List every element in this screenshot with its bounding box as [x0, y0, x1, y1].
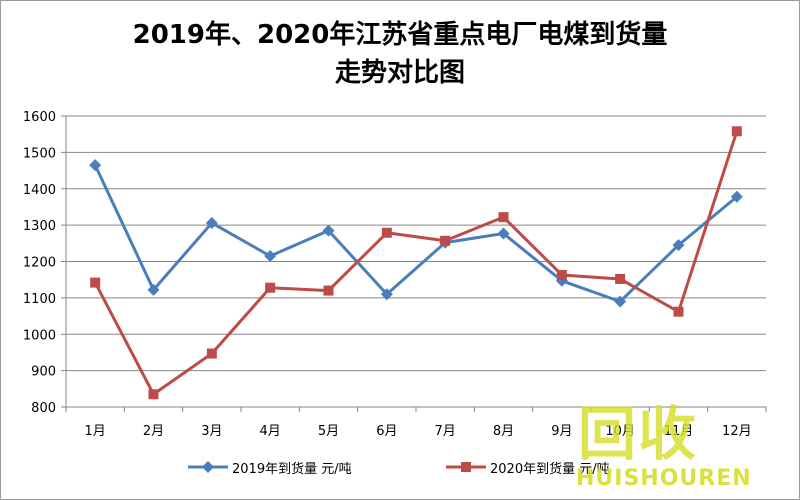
legend-item-2020: 2020年到货量 元/吨	[446, 455, 610, 479]
y-tick-label-900: 900	[31, 365, 56, 380]
y-tick-label-1100: 1100	[23, 292, 56, 307]
legend-label-2019: 2019年到货量 元/吨	[232, 461, 352, 477]
point-s2-3	[206, 348, 217, 359]
point-s2-12	[731, 126, 742, 137]
point-s2-8	[498, 212, 509, 223]
legend: 2019年到货量 元/吨 2020年到货量 元/吨	[0, 455, 800, 479]
point-s1-5	[322, 224, 335, 237]
point-s2-6	[381, 227, 392, 238]
y-tick-label-1000: 1000	[23, 328, 56, 343]
y-tick-label-1400: 1400	[23, 183, 56, 198]
point-s1-11	[672, 239, 685, 252]
point-s1-6	[380, 288, 393, 301]
point-s1-4	[264, 250, 277, 263]
x-axis-ticks: 1月 2月 3月 4月 5月 6月 7月 8月 9月 10月 11月 12月	[85, 424, 752, 439]
x-tick-label-1: 1月	[85, 424, 106, 439]
legend-label-2020: 2020年到货量 元/吨	[490, 461, 610, 477]
x-tick-label-7: 7月	[435, 424, 456, 439]
point-s2-11	[673, 306, 684, 317]
point-s2-2	[148, 389, 159, 400]
x-tick-label-10: 10月	[605, 424, 635, 439]
y-tick-label-800: 800	[31, 401, 56, 416]
x-tick-label-11: 11月	[664, 424, 694, 439]
watermark-cn: 回收	[578, 400, 699, 468]
x-tick-label-2: 2月	[143, 424, 164, 439]
y-tick-label-1600: 1600	[23, 110, 56, 125]
x-tick-label-5: 5月	[318, 424, 339, 439]
point-s2-9	[556, 269, 567, 280]
y-axis-ticks: 800 900 1000 1100 1200 1300 1400 1500 1600	[23, 110, 56, 416]
chart-subtitle: 走势对比图	[334, 58, 465, 88]
point-s2-4	[265, 282, 276, 293]
x-tick-label-9: 9月	[551, 424, 572, 439]
x-tick-label-3: 3月	[201, 424, 222, 439]
watermark-en: HUISHOUREN	[576, 466, 752, 491]
y-tick-label-1200: 1200	[23, 256, 56, 271]
gridlines	[61, 115, 767, 412]
y-tick-label-1300: 1300	[23, 219, 56, 234]
point-s2-7	[440, 235, 451, 246]
legend-marker-2019	[188, 461, 228, 473]
series-group	[89, 126, 743, 400]
point-s1-1	[89, 159, 102, 172]
x-tick-label-12: 12月	[722, 424, 752, 439]
legend-marker-2020	[446, 462, 486, 472]
y-tick-label-1500: 1500	[23, 146, 56, 161]
x-tick-label-4: 4月	[260, 424, 281, 439]
x-tick-label-6: 6月	[376, 424, 397, 439]
point-s2-1	[90, 277, 101, 288]
point-s1-12	[730, 190, 743, 203]
x-tick-label-8: 8月	[493, 424, 514, 439]
series-line-1	[93, 164, 738, 304]
point-s1-10	[614, 295, 627, 308]
point-s1-2	[147, 283, 160, 296]
legend-item-2019: 2019年到货量 元/吨	[188, 455, 352, 479]
point-s2-10	[615, 273, 626, 284]
point-s1-8	[497, 227, 510, 240]
watermark-logo: 回收 HUISHOUREN	[540, 400, 751, 498]
point-s1-3	[205, 216, 218, 229]
point-s2-5	[323, 285, 334, 296]
series-line-2	[93, 130, 739, 396]
chart-title: 2019年、2020年江苏省重点电厂电煤到货量	[132, 20, 668, 50]
